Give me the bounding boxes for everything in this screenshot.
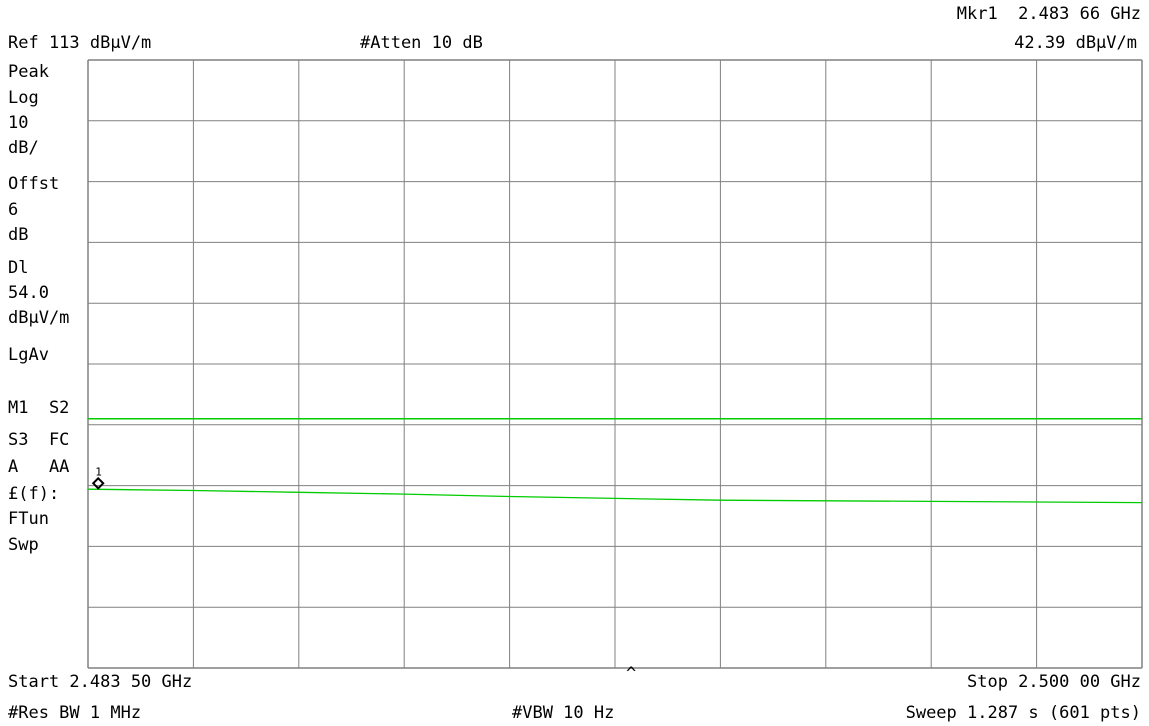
trace-line [87, 488, 1143, 504]
stop-frequency: Stop 2.500 00 GHz [967, 672, 1141, 692]
reference-level: Ref 113 dBµV/m [8, 33, 152, 53]
side-annotation-line: Peak [8, 62, 49, 82]
side-annotation-line: dB [8, 225, 29, 245]
side-annotation-line: Dl [8, 258, 29, 278]
side-annotation-line: 10 [8, 113, 29, 133]
side-annotation-line: 54.0 [8, 283, 49, 303]
side-annotation-line: dBµV/m [8, 308, 70, 328]
side-annotation-line: A AA [8, 457, 70, 477]
side-annotation-line: S3 FC [8, 430, 70, 450]
side-annotation-line: Offst [8, 174, 60, 194]
marker-amplitude-readout: 42.39 dBµV/m [1014, 33, 1137, 53]
side-annotation-line: 6 [8, 200, 19, 220]
marker-number: 1 [95, 465, 102, 478]
marker-diamond-icon [91, 476, 105, 490]
center-caret: ^ [626, 664, 637, 684]
side-annotation-line: £(f): [8, 484, 60, 504]
side-annotation-line: dB/ [8, 138, 39, 158]
side-annotation-line: LgAv [8, 345, 49, 365]
marker-frequency-readout: Mkr1 2.483 66 GHz [956, 4, 1141, 24]
sweep-time: Sweep 1.287 s (601 pts) [905, 703, 1141, 723]
start-frequency: Start 2.483 50 GHz [8, 672, 193, 692]
resolution-bandwidth: #Res BW 1 MHz [8, 703, 142, 723]
side-annotation-line: FTun [8, 509, 49, 529]
video-bandwidth: #VBW 10 Hz [512, 703, 615, 723]
attenuation: #Atten 10 dB [360, 33, 483, 53]
side-annotation-line: Swp [8, 535, 39, 555]
side-annotation-line: M1 S2 [8, 398, 70, 418]
graticule [87, 59, 1143, 669]
side-annotation-line: Log [8, 88, 39, 108]
